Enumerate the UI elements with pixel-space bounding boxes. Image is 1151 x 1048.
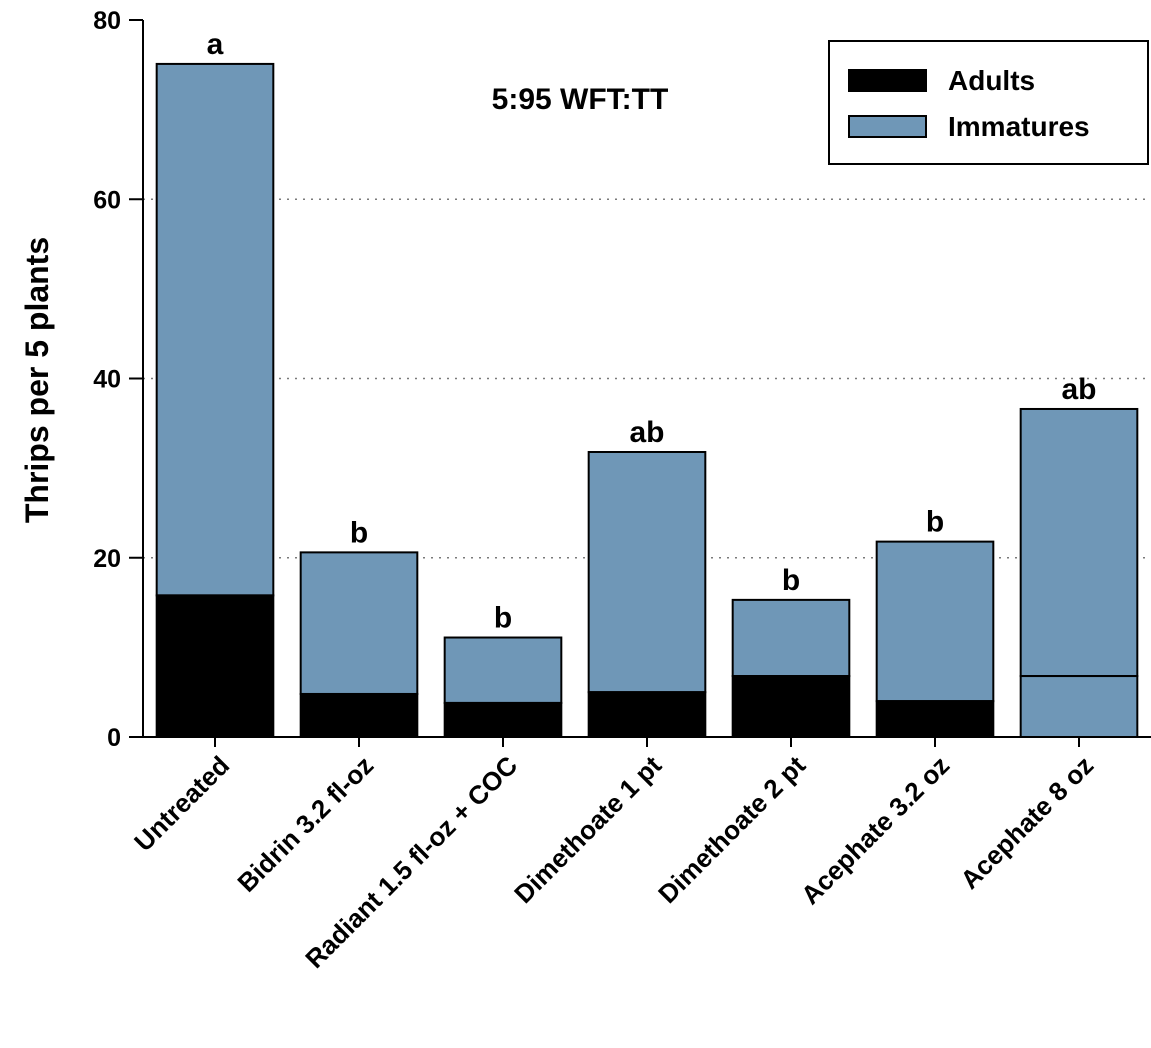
significance-label: b: [494, 602, 512, 635]
y-tick-label: 80: [93, 7, 121, 35]
legend: Adults Immatures: [828, 40, 1149, 165]
bar-immatures: [587, 450, 707, 694]
bar-immatures: [299, 551, 419, 695]
legend-swatch-immatures: [848, 115, 927, 138]
significance-label: b: [926, 506, 944, 539]
significance-label: b: [782, 564, 800, 597]
significance-label: ab: [629, 416, 664, 449]
y-tick-label: 60: [93, 186, 121, 214]
bar-adults: [299, 692, 419, 738]
legend-label-adults: Adults: [948, 65, 1035, 96]
bar-adults: [875, 700, 995, 739]
y-tick-label: 20: [93, 545, 121, 573]
bar-immatures: [1019, 407, 1139, 678]
bars: [155, 62, 1139, 739]
bar-immatures: [443, 636, 563, 704]
bar-adults: [155, 594, 275, 739]
x-tick-label: Acephate 3.2 oz: [795, 750, 955, 910]
bar-adults: [731, 675, 851, 738]
bar-adults: [1019, 675, 1139, 738]
x-tick-label: Dimethoate 2 pt: [652, 750, 811, 909]
x-tick-label: Bidrin 3.2 fl-oz: [231, 750, 379, 898]
bar-immatures: [875, 540, 995, 703]
axes: 0 20 40 60 80: [93, 7, 1151, 752]
significance-label: b: [350, 516, 368, 549]
bar-adults: [443, 701, 563, 739]
legend-label-immatures: Immatures: [948, 111, 1090, 142]
x-tick-label: Dimethoate 1 pt: [508, 750, 667, 909]
x-tick-label: Acephate 8 oz: [954, 750, 1099, 895]
y-axis-title: Thrips per 5 plants: [19, 237, 55, 523]
legend-box: [828, 40, 1149, 165]
bar-immatures: [731, 598, 851, 678]
y-tick-label: 40: [93, 366, 121, 394]
legend-swatch-adults: [848, 69, 927, 92]
bar-adults: [587, 691, 707, 738]
significance-label: ab: [1061, 373, 1096, 406]
significance-label: a: [207, 28, 224, 61]
chart-annotation: 5:95 WFT:TT: [492, 83, 669, 116]
x-tick-label: Untreated: [128, 750, 235, 857]
bar-immatures: [155, 62, 275, 597]
y-tick-label: 0: [107, 724, 121, 752]
